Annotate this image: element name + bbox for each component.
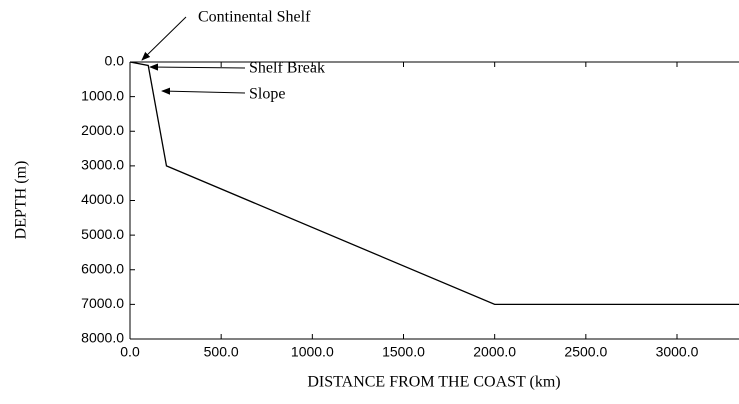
y-tick-label: 6000.0: [81, 260, 124, 276]
y-tick-label: 4000.0: [81, 191, 124, 207]
y-tick-label: 7000.0: [81, 295, 124, 311]
line: [129, 61, 739, 306]
x-tick-label: 1500.0: [382, 344, 425, 360]
x-tick-label: 1000.0: [291, 344, 334, 360]
y-tick-label: 2000.0: [81, 122, 124, 138]
y-tick-label: 5000.0: [81, 226, 124, 242]
x-tick-label: 2000.0: [473, 344, 516, 360]
annotation: Shelf Break: [249, 60, 325, 77]
y-tick-label: 1000.0: [81, 87, 124, 103]
arrow: [161, 87, 246, 95]
annotation: Continental Shelf: [198, 9, 311, 26]
x-tick-label: 0.0: [120, 344, 140, 360]
y-tick-label: 0.0: [105, 53, 125, 69]
annotation: Slope: [249, 86, 285, 103]
x-tick-label: 2500.0: [564, 344, 607, 360]
arrow: [149, 63, 246, 71]
x-tick-label: 3000.0: [656, 344, 699, 360]
y-tick-label: 3000.0: [81, 157, 124, 173]
y-axis-label: DEPTH (m): [13, 161, 30, 240]
y-tick-label: 8000.0: [81, 330, 124, 346]
arrow: [141, 16, 187, 61]
x-axis-label: DISTANCE FROM THE COAST (km): [307, 374, 560, 391]
x-tick-label: 500.0: [204, 344, 239, 360]
